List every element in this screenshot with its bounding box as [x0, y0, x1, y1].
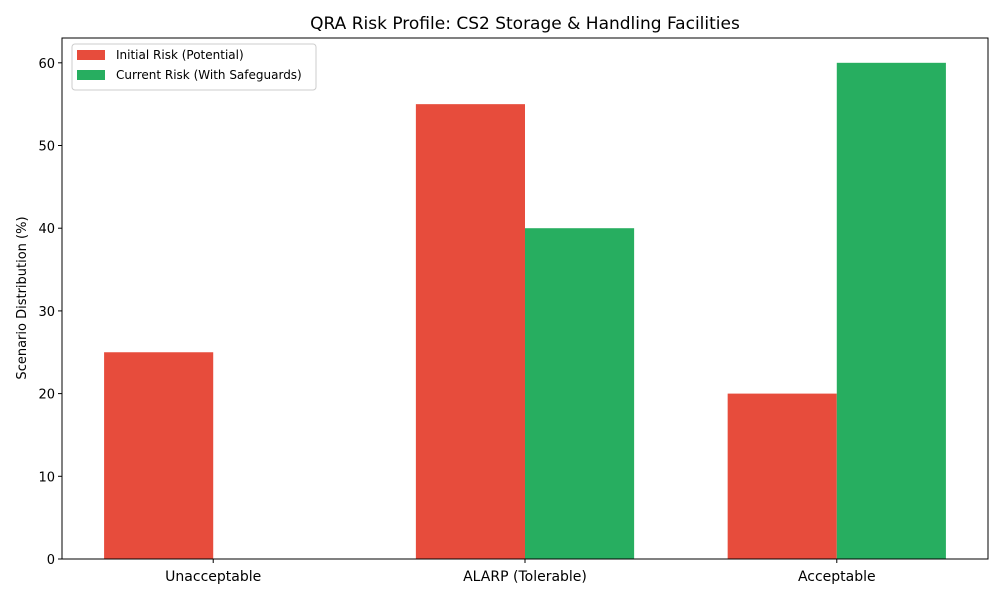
y-axis-label: Scenario Distribution (%) [15, 216, 30, 379]
x-ticks: Unacceptable ALARP (Tolerable) Acceptable [165, 559, 876, 585]
bar-initial-0 [104, 352, 214, 559]
legend-swatch-current [77, 70, 105, 80]
legend-label-current: Current Risk (With Safeguards) [116, 68, 302, 82]
bar-current-2 [836, 62, 946, 560]
chart-title: QRA Risk Profile: CS2 Storage & Handling… [310, 14, 740, 34]
legend-box [71, 43, 317, 91]
y-tick-label: 50 [38, 140, 55, 155]
bars-group [104, 62, 946, 560]
y-tick-label: 30 [38, 305, 55, 320]
y-ticks: 0 10 20 30 40 50 60 [38, 57, 62, 568]
plot-frame [61, 37, 989, 560]
legend-label-initial: Initial Risk (Potential) [116, 48, 244, 62]
bar-initial-2 [727, 393, 837, 559]
x-tick-label: Acceptable [798, 569, 876, 585]
legend: Initial Risk (Potential) Current Risk (W… [71, 43, 317, 91]
x-tick-label: ALARP (Tolerable) [463, 569, 587, 585]
y-tick-label: 60 [38, 57, 55, 72]
y-tick-label: 10 [38, 470, 55, 485]
y-tick-label: 40 [38, 222, 55, 237]
y-tick-label: 0 [47, 553, 55, 568]
legend-swatch-initial [77, 50, 105, 60]
x-tick-label: Unacceptable [165, 569, 261, 585]
y-tick-label: 20 [38, 388, 55, 403]
bar-initial-1 [415, 104, 525, 560]
bar-current-1 [525, 228, 635, 559]
